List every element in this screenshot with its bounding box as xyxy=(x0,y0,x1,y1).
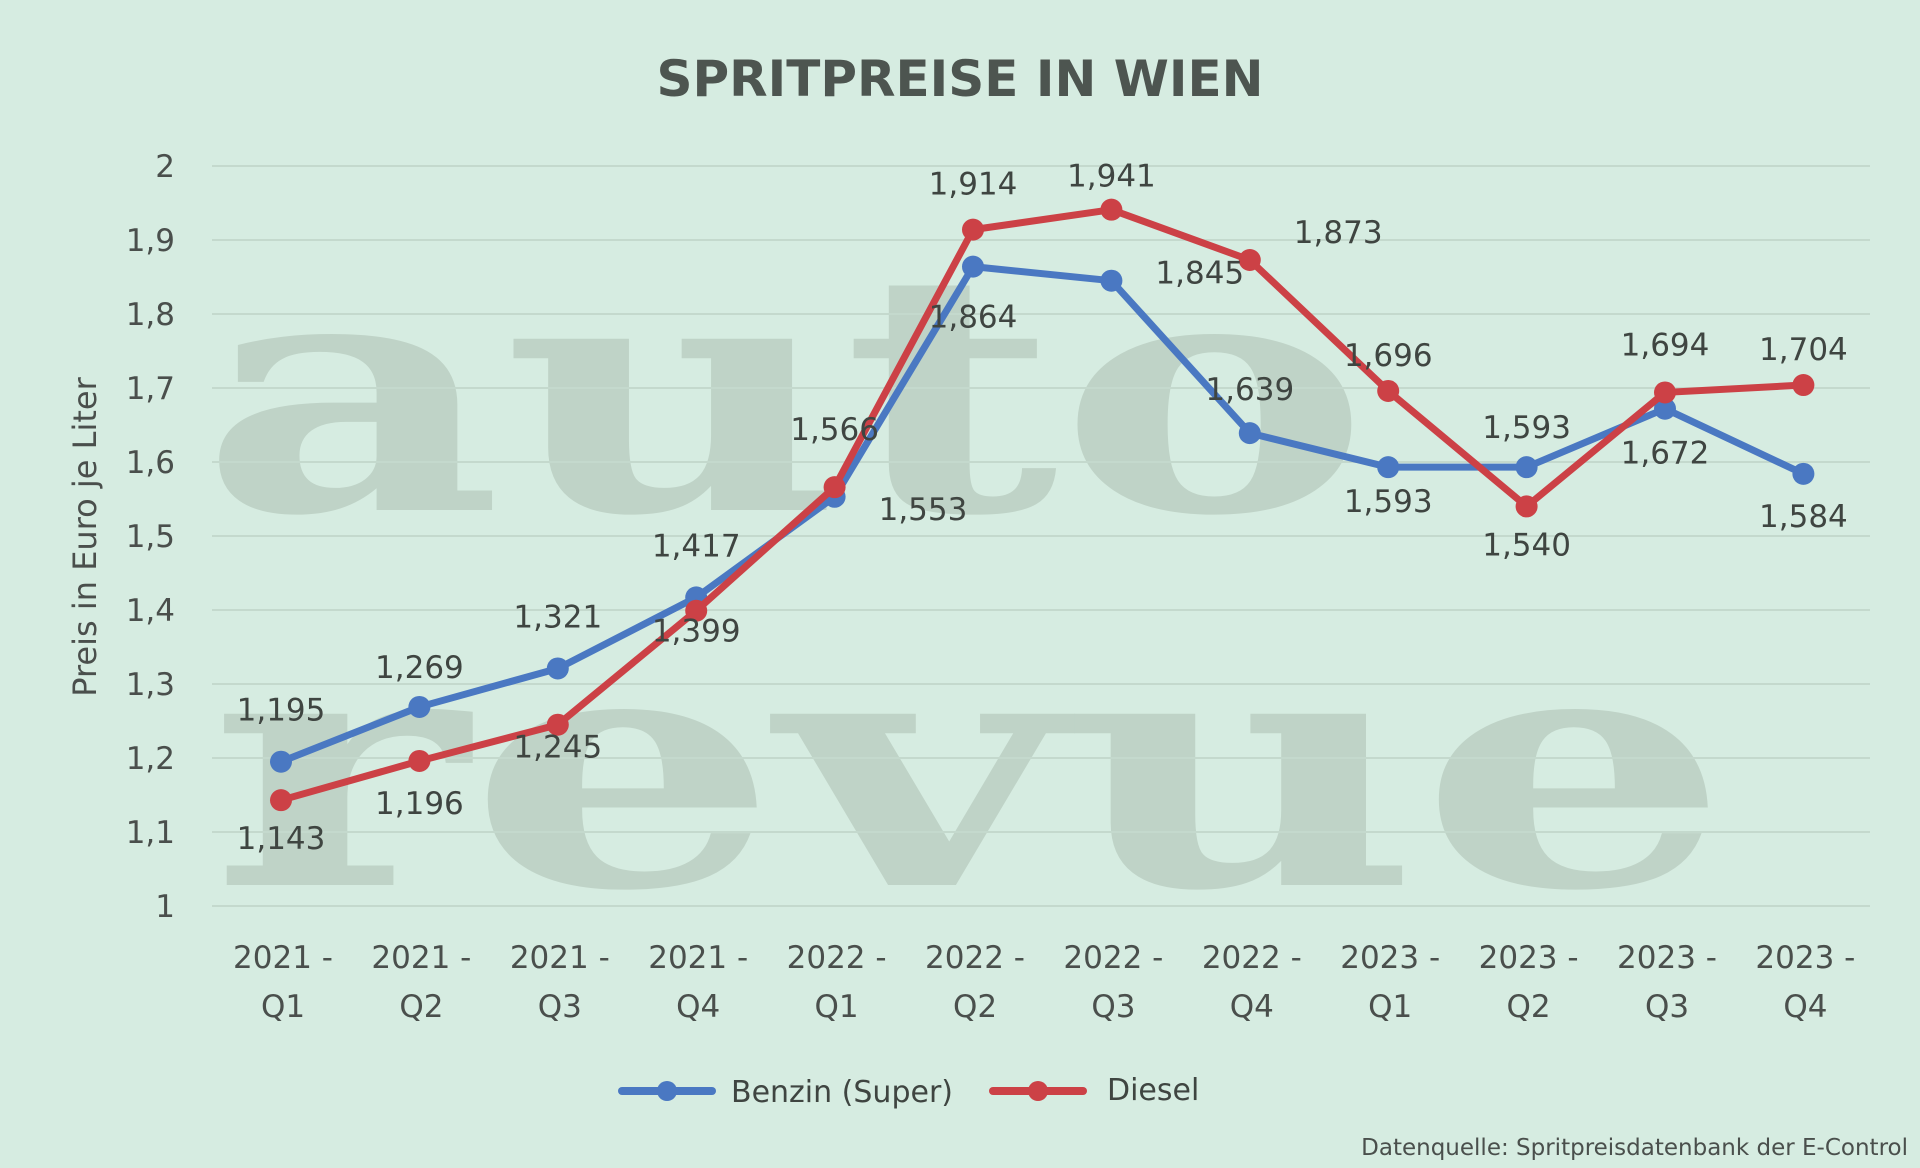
data-point-benzin[interactable] xyxy=(1377,456,1400,479)
y-tick-label: 1,6 xyxy=(126,445,175,481)
data-point-diesel[interactable] xyxy=(823,476,846,499)
data-point-benzin[interactable] xyxy=(1100,269,1123,292)
data-point-benzin[interactable] xyxy=(408,695,431,718)
x-tick-label: 2023 -Q4 xyxy=(1755,940,1855,1025)
data-point-diesel[interactable] xyxy=(270,789,292,812)
y-axis-label: Preis in Euro je Liter xyxy=(66,376,104,696)
y-tick-label: 1,4 xyxy=(126,593,175,629)
data-label-diesel: 1,696 xyxy=(1344,338,1433,374)
x-tick-label: 2022 -Q4 xyxy=(1202,940,1302,1025)
x-tick-label: 2021 -Q4 xyxy=(648,940,748,1025)
data-label-benzin: 1,195 xyxy=(237,693,326,729)
y-tick-label: 1,2 xyxy=(126,741,175,777)
data-label-benzin: 1,593 xyxy=(1344,484,1433,520)
data-point-diesel[interactable] xyxy=(546,713,569,736)
x-tick-label: 2022 -Q3 xyxy=(1063,940,1163,1025)
data-label-diesel: 1,694 xyxy=(1621,327,1710,363)
data-label-benzin: 1,864 xyxy=(929,300,1018,336)
data-label-diesel: 1,245 xyxy=(513,730,602,766)
data-label-benzin: 1,553 xyxy=(879,492,968,528)
data-point-diesel[interactable] xyxy=(685,599,708,622)
data-point-diesel[interactable] xyxy=(1792,374,1815,397)
y-tick-label: 1,8 xyxy=(126,297,175,333)
data-point-diesel[interactable] xyxy=(408,749,431,772)
legend-item-diesel[interactable]: Diesel xyxy=(989,1073,1199,1108)
x-axis-ticks: 2021 -Q1 2021 -Q2 2021 -Q3 2021 -Q4 2022 -Q1… xyxy=(233,940,1855,1025)
source-note: Datenquelle: Spritpreisdatenbank der E-C… xyxy=(1361,1135,1908,1161)
y-tick-label: 1,3 xyxy=(126,667,175,703)
x-tick-label: 2022 -Q2 xyxy=(925,940,1025,1025)
data-label-diesel: 1,540 xyxy=(1482,527,1571,563)
data-label-benzin: 1,321 xyxy=(513,599,602,635)
legend-marker-diesel xyxy=(1028,1081,1048,1101)
data-point-diesel[interactable] xyxy=(1515,495,1538,518)
legend-label-diesel: Diesel xyxy=(1107,1073,1199,1108)
data-point-benzin[interactable] xyxy=(546,657,569,680)
data-point-benzin[interactable] xyxy=(1654,397,1676,420)
series-layer xyxy=(270,198,1815,812)
x-tick-label: 2023 -Q2 xyxy=(1479,940,1579,1025)
series-benzin xyxy=(270,255,1815,773)
y-tick-label: 1,5 xyxy=(126,519,175,555)
x-tick-label: 2023 -Q3 xyxy=(1617,940,1717,1025)
data-point-diesel[interactable] xyxy=(1238,248,1261,271)
x-tick-label: 2021 -Q2 xyxy=(371,940,471,1025)
y-tick-label: 2 xyxy=(155,149,175,185)
data-label-diesel: 1,196 xyxy=(375,786,464,822)
x-tick-label: 2023 -Q1 xyxy=(1340,940,1440,1025)
x-tick-label: 2021 -Q1 xyxy=(233,940,333,1025)
y-tick-label: 1 xyxy=(155,889,175,925)
data-label-diesel: 1,399 xyxy=(652,614,741,650)
gridlines xyxy=(212,165,1870,907)
legend-label-benzin: Benzin (Super) xyxy=(731,1075,953,1110)
data-point-benzin[interactable] xyxy=(1792,462,1815,485)
x-tick-label: 2021 -Q3 xyxy=(510,940,610,1025)
series-diesel xyxy=(270,198,1815,812)
data-label-diesel: 1,704 xyxy=(1759,332,1848,368)
data-label-diesel: 1,941 xyxy=(1067,159,1156,195)
legend-item-benzin[interactable]: Benzin (Super) xyxy=(618,1075,953,1110)
legend: Benzin (Super) Diesel xyxy=(618,1073,1199,1110)
watermark-line-2: revue xyxy=(210,575,1730,963)
data-point-benzin[interactable] xyxy=(1515,456,1538,479)
data-point-diesel[interactable] xyxy=(1377,379,1400,402)
data-label-benzin: 1,269 xyxy=(375,650,464,686)
y-tick-label: 1,1 xyxy=(126,815,175,851)
series-line-diesel xyxy=(277,206,1807,804)
data-point-diesel[interactable] xyxy=(1654,381,1676,404)
chart-title: SPRITPREISE IN WIEN xyxy=(657,50,1264,108)
watermark: auto revue xyxy=(200,200,1730,963)
y-axis-ticks: 1 1,1 1,2 1,3 1,4 1,5 1,6 1,7 1,8 1,9 2 xyxy=(126,149,175,925)
x-tick-label: 2022 -Q1 xyxy=(787,940,887,1025)
data-label-benzin: 1,417 xyxy=(652,528,741,564)
data-label-benzin: 1,584 xyxy=(1759,499,1848,535)
data-label-diesel: 1,914 xyxy=(929,167,1018,203)
data-label-benzin: 1,672 xyxy=(1621,436,1710,472)
data-point-diesel[interactable] xyxy=(962,218,984,241)
data-point-benzin[interactable] xyxy=(270,750,292,773)
y-tick-label: 1,9 xyxy=(126,223,175,259)
legend-marker-benzin xyxy=(657,1081,677,1101)
data-label-benzin: 1,593 xyxy=(1482,410,1571,446)
data-label-diesel: 1,566 xyxy=(790,412,879,448)
data-label-diesel: 1,873 xyxy=(1294,215,1383,251)
watermark-line-1: auto xyxy=(200,200,1370,588)
data-label-benzin: 1,639 xyxy=(1205,372,1294,408)
data-point-benzin[interactable] xyxy=(962,255,984,278)
data-labels: 1,195 1,269 1,321 1,417 1,553 1,864 1,845 1,639… xyxy=(237,159,1848,858)
data-point-benzin[interactable] xyxy=(1238,422,1261,445)
data-point-diesel[interactable] xyxy=(1100,198,1123,221)
data-label-benzin: 1,845 xyxy=(1155,256,1244,292)
data-label-diesel: 1,143 xyxy=(237,821,326,857)
series-line-benzin xyxy=(277,263,1807,766)
y-tick-label: 1,7 xyxy=(126,371,175,407)
